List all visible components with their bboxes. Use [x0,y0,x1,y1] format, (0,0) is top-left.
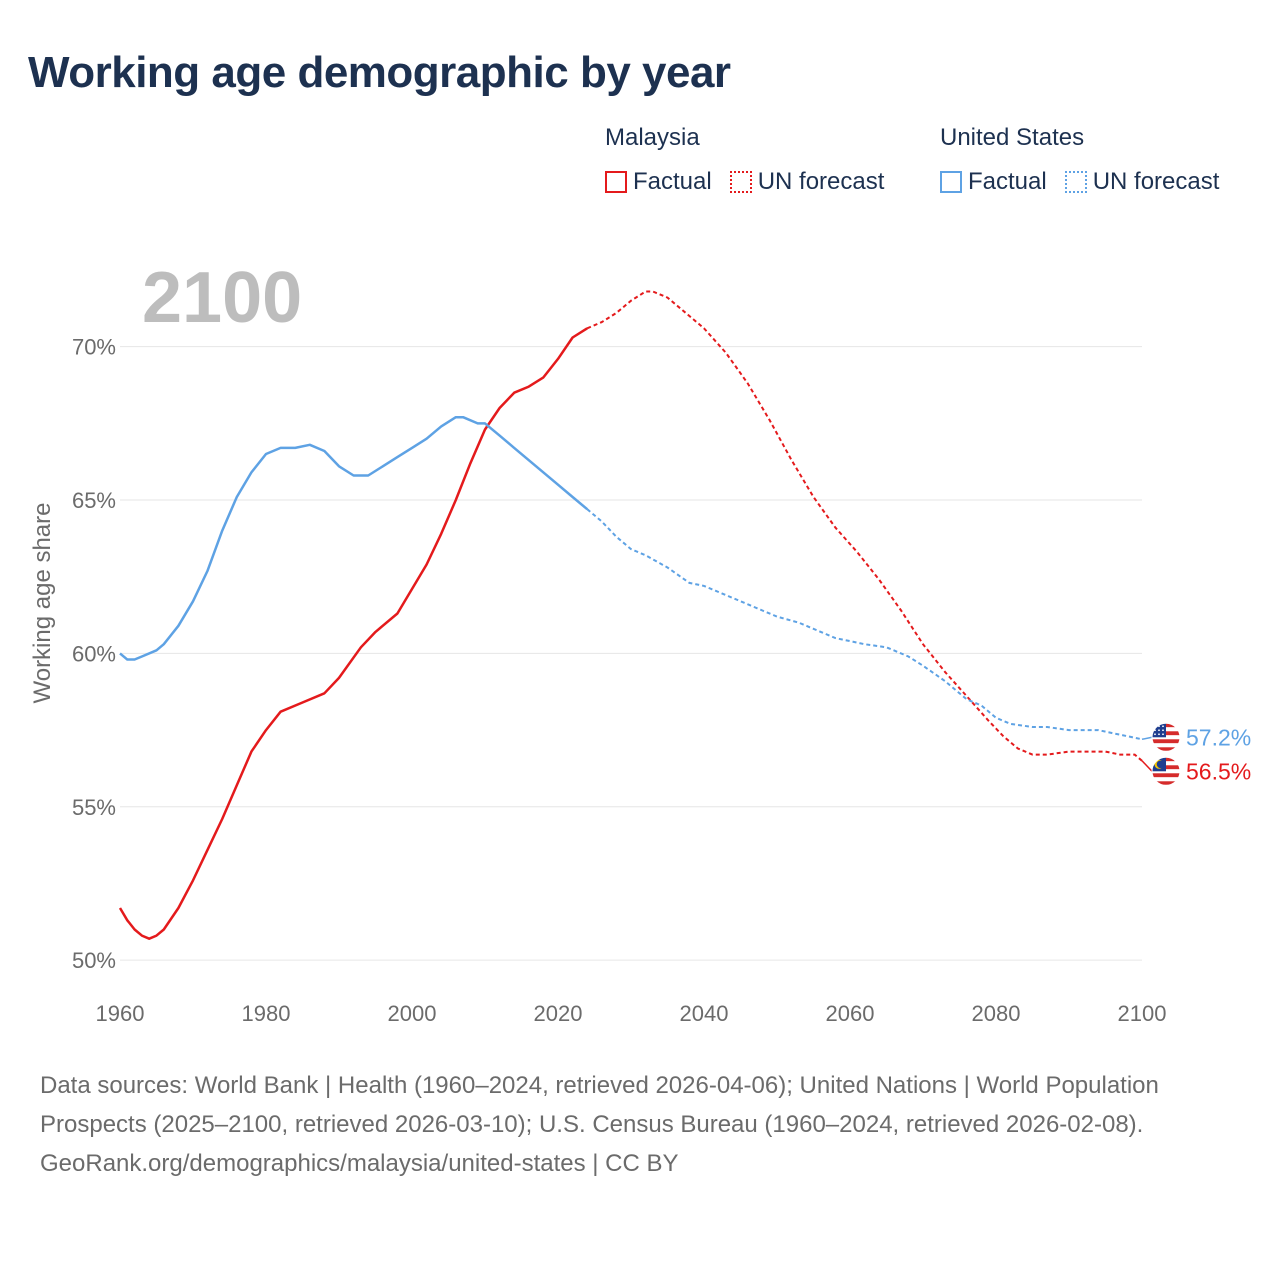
legend-malaysia-factual-label: Factual [633,168,712,195]
grid-lines [120,346,1142,961]
attribution-link[interactable]: GeoRank.org/demographics/malaysia/united… [40,1150,679,1177]
y-tick-label: 65% [72,488,116,513]
y-tick-label: 60% [72,641,116,666]
footer: Data sources: World Bank | Health (1960–… [40,1066,1240,1183]
x-tick-label: 2080 [972,1001,1021,1026]
solid-line-swatch-icon [940,171,962,193]
y-tick-label: 55% [72,795,116,820]
malaysia-factual-line [118,327,588,940]
year-label: 2100 [142,258,302,338]
x-tick-label: 1980 [242,1001,291,1026]
x-tick-label: 2100 [1118,1001,1167,1026]
data-sources: Data sources: World Bank | Health (1960–… [40,1072,1159,1138]
us-end-connector [1141,736,1153,741]
series-lines [118,290,1143,940]
x-axis-ticks: 1960 1980 2000 2020 2040 2060 2080 2100 [96,1001,1167,1026]
y-axis-ticks: 50% 55% 60% 65% 70% [72,335,116,973]
legend-us-factual[interactable]: Factual [940,168,1047,196]
x-tick-label: 2020 [534,1001,583,1026]
chart-title: Working age demographic by year [28,48,731,97]
legend-us-forecast[interactable]: UN forecast [1064,168,1220,196]
malaysia-end-value: 56.5% [1186,758,1251,784]
malaysia-end-connector [1141,760,1153,772]
legend-malaysia-forecast-label: UN forecast [757,168,885,195]
end-markers: 57.2% 56.5% [1141,722,1251,786]
malaysia-forecast-line [586,290,1143,762]
x-tick-label: 2060 [826,1001,875,1026]
legend-malaysia-forecast[interactable]: UN forecast [729,168,885,196]
us-flag-icon [1151,722,1181,752]
y-tick-label: 50% [72,948,116,973]
legend-us-title: United States [940,124,1085,151]
legend-us-forecast-label: UN forecast [1092,168,1220,195]
line-chart: 2100 50% 55% 60% 65% 70% 1960 1980 2000 2020 204… [29,258,1251,1026]
x-tick-label: 2040 [680,1001,729,1026]
legend-malaysia: Malaysia Factual UN forecast [605,124,902,196]
x-tick-label: 1960 [96,1001,145,1026]
legend-malaysia-factual[interactable]: Factual [605,168,712,196]
legend-malaysia-title: Malaysia [605,124,700,151]
x-tick-label: 2000 [388,1001,437,1026]
legend-us-factual-label: Factual [968,168,1047,195]
us-end-value: 57.2% [1186,724,1251,750]
malaysia-flag-icon [1151,756,1181,786]
y-axis-label: Working age share [29,503,56,704]
solid-line-swatch-icon [605,171,627,193]
dotted-line-swatch-icon [729,171,752,193]
legend-us: United States Factual UN forecast [940,124,1237,196]
us-factual-line [119,415,589,661]
dotted-line-swatch-icon [1064,171,1087,193]
us-forecast-line [586,508,1143,741]
y-tick-label: 70% [72,335,116,360]
